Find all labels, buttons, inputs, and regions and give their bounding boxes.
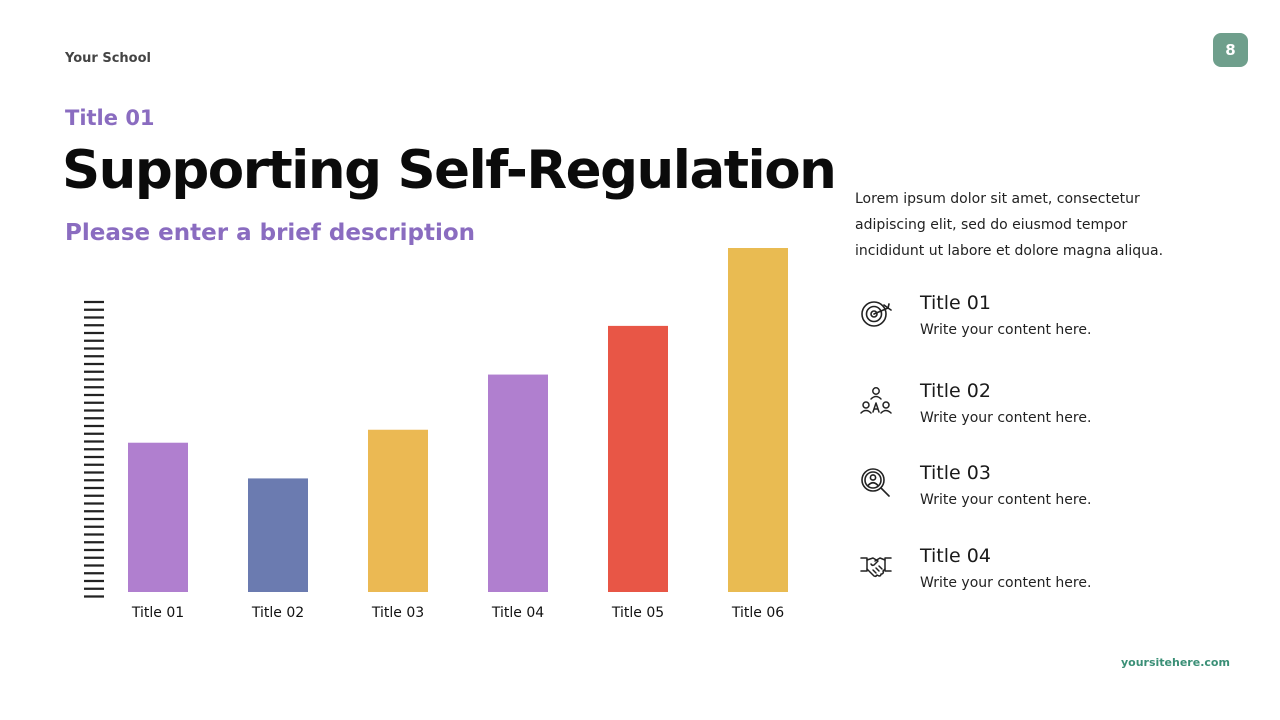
bar-chart: Title 01 Title 02 Title 03 Title 04 Title 05… bbox=[84, 248, 788, 621]
feature-item-title: Title 03 bbox=[920, 462, 991, 484]
bar-3 bbox=[368, 429, 428, 592]
tick-label-3: Title 03 bbox=[371, 605, 424, 621]
page-number-badge: 8 bbox=[1213, 33, 1248, 67]
slide-subtitle: Please enter a brief description bbox=[65, 220, 476, 246]
feature-item-title: Title 04 bbox=[920, 545, 991, 567]
feature-item-text: Write your content here. bbox=[920, 575, 1092, 591]
tick-labels-group: Title 01 Title 02 Title 03 Title 04 Title 05… bbox=[131, 605, 784, 621]
site-url[interactable]: yoursitehere.com bbox=[1121, 656, 1230, 669]
handshake-icon bbox=[859, 549, 893, 583]
bar-4 bbox=[488, 374, 548, 592]
feature-item-text: Write your content here. bbox=[920, 492, 1092, 508]
feature-item-2: Title 02 Write your content here. bbox=[855, 380, 1215, 440]
tick-label-2: Title 02 bbox=[251, 605, 304, 621]
feature-item-4: Title 04 Write your content here. bbox=[855, 545, 1215, 605]
axis-ruler bbox=[84, 300, 104, 598]
magnifier-person-icon bbox=[859, 466, 893, 500]
bar-5 bbox=[608, 325, 668, 592]
tick-label-6: Title 06 bbox=[731, 605, 784, 621]
feature-item-1: Title 01 Write your content here. bbox=[855, 292, 1215, 352]
bars-group bbox=[128, 248, 788, 592]
slide-kicker: Title 01 bbox=[65, 106, 155, 130]
bar-2 bbox=[248, 478, 308, 592]
intro-paragraph: Lorem ipsum dolor sit amet, consectetur … bbox=[855, 191, 1164, 259]
bar-6 bbox=[728, 248, 788, 592]
team-icon bbox=[859, 384, 893, 418]
tick-label-4: Title 04 bbox=[491, 605, 544, 621]
feature-item-text: Write your content here. bbox=[920, 322, 1092, 338]
tick-label-5: Title 05 bbox=[611, 605, 664, 621]
feature-item-title: Title 02 bbox=[920, 380, 991, 402]
school-name: Your School bbox=[65, 51, 151, 66]
slide-title: Supporting Self-Regulation bbox=[62, 140, 837, 201]
feature-item-3: Title 03 Write your content here. bbox=[855, 462, 1215, 522]
feature-item-title: Title 01 bbox=[920, 292, 991, 314]
tick-label-1: Title 01 bbox=[131, 605, 184, 621]
bar-1 bbox=[128, 442, 188, 592]
target-icon bbox=[859, 296, 893, 330]
feature-item-text: Write your content here. bbox=[920, 410, 1092, 426]
